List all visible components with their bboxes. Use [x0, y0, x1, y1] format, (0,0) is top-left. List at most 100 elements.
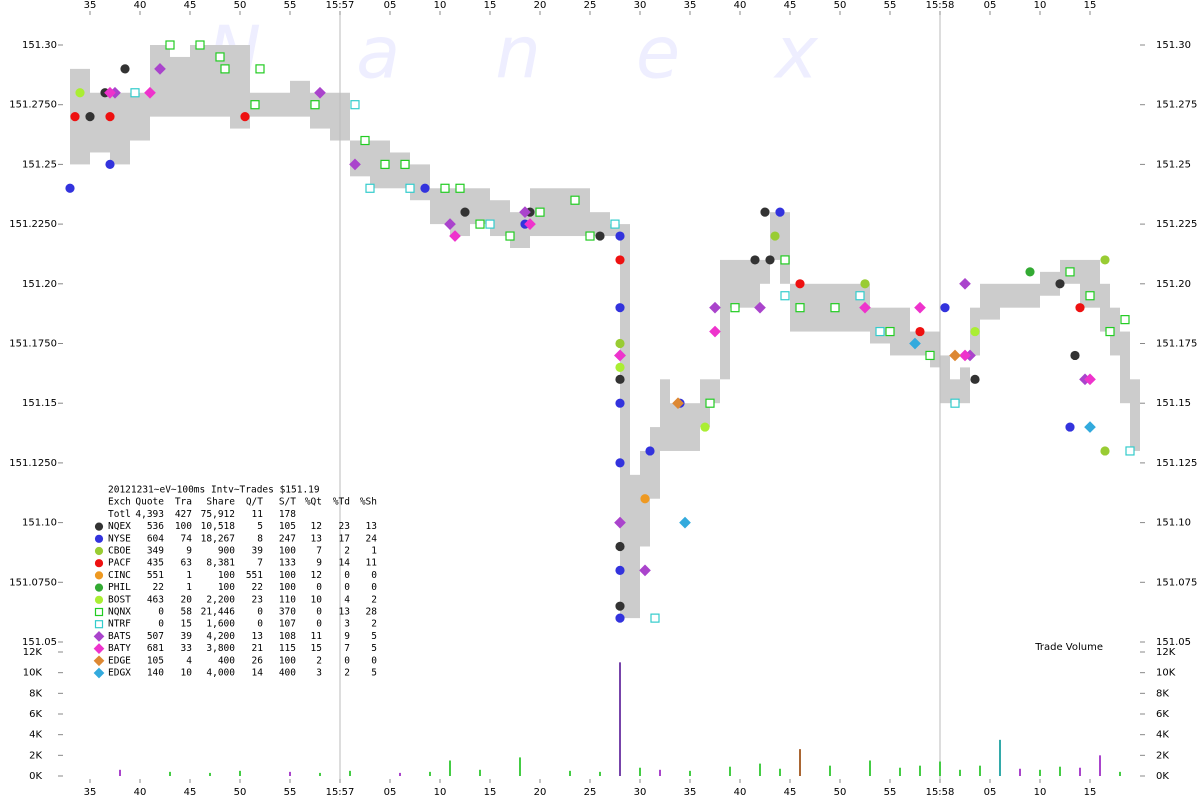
trade-marker [614, 349, 626, 362]
volume-bar [599, 771, 601, 776]
trade-marker [750, 255, 760, 265]
trade-marker [645, 446, 655, 456]
legend-cell: 2 [371, 594, 377, 605]
y2-tick-label: 151.10 [1156, 518, 1191, 529]
quote-range [700, 379, 710, 428]
trade-marker [195, 40, 205, 50]
legend-cell: 0 [316, 619, 322, 630]
trade-marker [959, 349, 971, 362]
trade-marker [475, 219, 485, 229]
trade-marker [709, 325, 721, 338]
volume-bar [479, 769, 481, 776]
volume-bar [1039, 769, 1041, 776]
legend-marker [93, 655, 105, 667]
y2-tick-label: 151.30 [1156, 40, 1191, 51]
quote-range [1130, 379, 1140, 451]
x-tick-label: 15 [484, 0, 497, 11]
x-tick-label: 55 [284, 787, 297, 798]
legend-cell: 13 [252, 631, 263, 642]
y2-tick-label: 151.125 [1156, 458, 1197, 469]
trade-marker [615, 541, 625, 552]
quote-range [680, 403, 690, 451]
legend-cell: 0 [316, 607, 322, 618]
volume-bar [169, 771, 171, 776]
trade-marker [505, 231, 515, 241]
legend-cell: 7 [344, 643, 350, 654]
legend-cell: 13 [311, 533, 322, 544]
legend-cell: 100 [175, 521, 192, 532]
legend-cell: 5 [371, 643, 377, 654]
legend-cell: 15 [181, 619, 192, 630]
trade-marker [795, 279, 805, 289]
quote-range [780, 212, 790, 284]
trade-marker [615, 601, 625, 611]
trade-marker [519, 206, 531, 219]
x-tick-label: 55 [884, 0, 897, 11]
legend-label: NQNX [108, 607, 131, 618]
legend-label: BATY [108, 643, 131, 654]
legend-cell: 140 [147, 668, 164, 679]
quote-range [930, 331, 940, 368]
quote-range [740, 259, 750, 308]
legend-cell: 11 [311, 631, 323, 642]
quote-range [110, 92, 130, 165]
trade-marker [970, 326, 980, 337]
legend-cell: 0 [371, 655, 377, 666]
x-tick-label: 15:57 [326, 0, 355, 11]
trade-marker [650, 613, 660, 623]
legend-cell: 400 [218, 655, 235, 666]
volume-tick-label: 12K [23, 647, 43, 658]
y-tick-label: 151.20 [22, 279, 57, 290]
legend-cell: 23 [252, 594, 263, 605]
legend-cell: 13 [366, 521, 377, 532]
quote-range [490, 200, 510, 237]
x-tick-label: 50 [234, 787, 247, 798]
quote-range [130, 92, 150, 141]
legend-cell: 1 [371, 546, 377, 557]
trade-marker [940, 303, 950, 313]
legend-cell: 23 [339, 521, 350, 532]
x-tick-label: 40 [134, 0, 147, 11]
trade-marker [165, 40, 175, 50]
legend-cell: 39 [181, 631, 193, 642]
volume-tick-label: 2K [29, 750, 42, 761]
legend-marker [94, 620, 104, 629]
legend-cell: 12 [311, 521, 322, 532]
x-tick-label: 10 [1034, 787, 1047, 798]
quote-range [950, 379, 960, 404]
trade-marker [585, 231, 595, 241]
trade-marker [444, 218, 456, 230]
trade-marker [615, 303, 625, 313]
trade-marker [640, 494, 650, 504]
volume-bar [759, 763, 761, 776]
legend-cell: 9 [316, 558, 322, 569]
legend-cell: 9 [186, 546, 192, 557]
volume-tick-label: 8K [1156, 688, 1169, 699]
trade-marker [75, 88, 85, 98]
volume-bar [689, 770, 691, 776]
legend-cell: 1 [186, 582, 192, 593]
legend-cell: 33 [181, 643, 192, 654]
trade-marker [524, 218, 536, 230]
trade-marker [485, 219, 495, 229]
legend-marker [93, 667, 105, 679]
quote-range [720, 259, 730, 380]
trade-marker [105, 112, 115, 122]
legend-label: PHIL [108, 582, 131, 593]
volume-bar [1119, 771, 1121, 776]
volume-bar [729, 766, 731, 776]
quote-range [1040, 271, 1060, 296]
legend-cell: 74 [181, 533, 193, 544]
x-tick-label: 30 [634, 787, 647, 798]
quote-range [590, 212, 610, 237]
x-tick-label: 55 [284, 0, 297, 11]
legend-cell: 0 [371, 582, 377, 593]
legend-cell: 9 [344, 631, 350, 642]
y-tick-label: 151.30 [22, 40, 57, 51]
legend-cell: 681 [147, 643, 164, 654]
legend-cell: 3 [316, 668, 322, 679]
volume-bar [399, 772, 401, 776]
quote-range [670, 403, 680, 451]
legend-marker [94, 522, 104, 531]
x-tick-label: 05 [384, 0, 397, 11]
